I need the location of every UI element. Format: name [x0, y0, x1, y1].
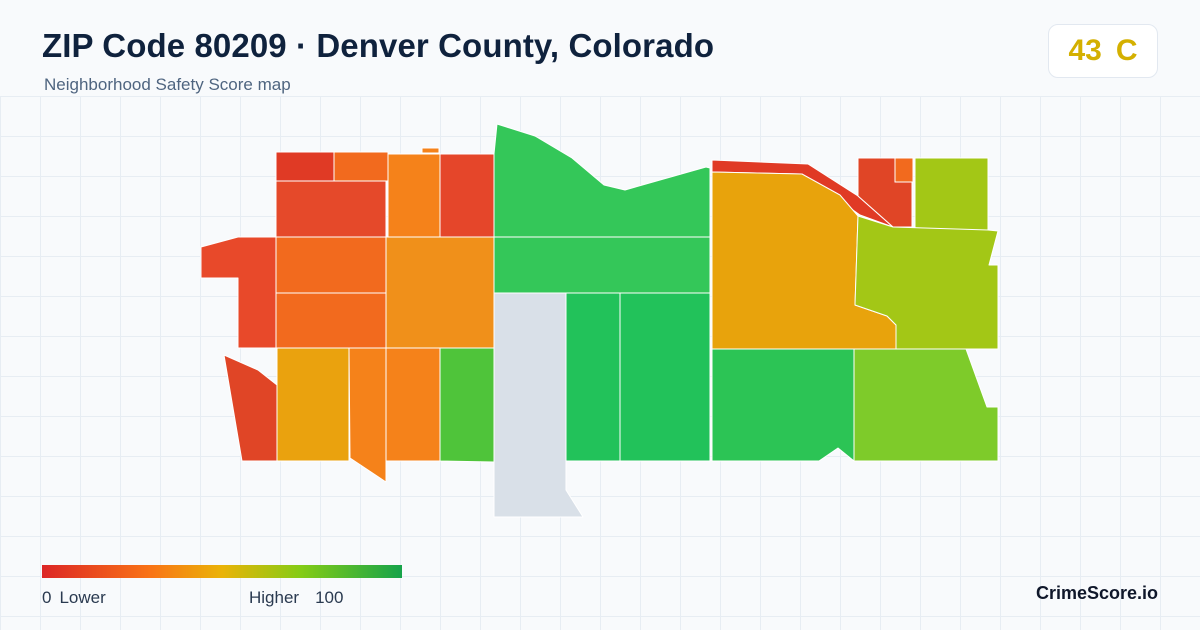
map-region[interactable] [619, 292, 711, 462]
legend-low-number: 0 [42, 588, 52, 607]
legend-high-text: Higher [249, 588, 300, 607]
map-region[interactable] [275, 236, 387, 294]
map-region[interactable] [421, 147, 440, 154]
page-title: ZIP Code 80209 · Denver County, Colorado [42, 27, 715, 64]
map-region[interactable] [333, 151, 389, 182]
score-grade: C [1115, 34, 1138, 67]
map-region[interactable] [439, 153, 495, 238]
map-region[interactable] [493, 236, 711, 294]
map-region[interactable] [385, 236, 495, 350]
legend-high-number: 100 [315, 588, 344, 607]
map-region[interactable] [275, 180, 387, 238]
map-region[interactable] [493, 123, 711, 238]
map-region[interactable] [276, 347, 350, 462]
map-region[interactable] [493, 292, 584, 518]
legend-low-label: 0 Lower [42, 588, 114, 608]
map-region[interactable] [348, 347, 387, 483]
map-region[interactable] [439, 347, 495, 463]
map-region[interactable] [387, 153, 441, 238]
map-region[interactable] [223, 354, 278, 462]
map-region[interactable] [275, 151, 335, 182]
score-value: 43 [1068, 34, 1102, 67]
legend-color-scale [42, 565, 402, 578]
map-region[interactable] [711, 348, 855, 462]
safety-score-badge: 43 C [1048, 24, 1158, 78]
map-region[interactable] [894, 157, 914, 183]
legend-high-label: Higher 100 [249, 588, 343, 608]
map-region[interactable] [854, 215, 999, 350]
brand-logo-text[interactable]: CrimeScore.io [1035, 583, 1158, 603]
map-region[interactable] [565, 292, 621, 462]
map-region[interactable] [853, 348, 999, 462]
map-region[interactable] [200, 236, 277, 349]
map-region[interactable] [385, 347, 441, 462]
map-region[interactable] [914, 157, 989, 231]
map-region[interactable] [275, 292, 387, 349]
legend-low-text: Lower [59, 588, 106, 607]
page-subtitle: Neighborhood Safety Score map [44, 75, 291, 94]
